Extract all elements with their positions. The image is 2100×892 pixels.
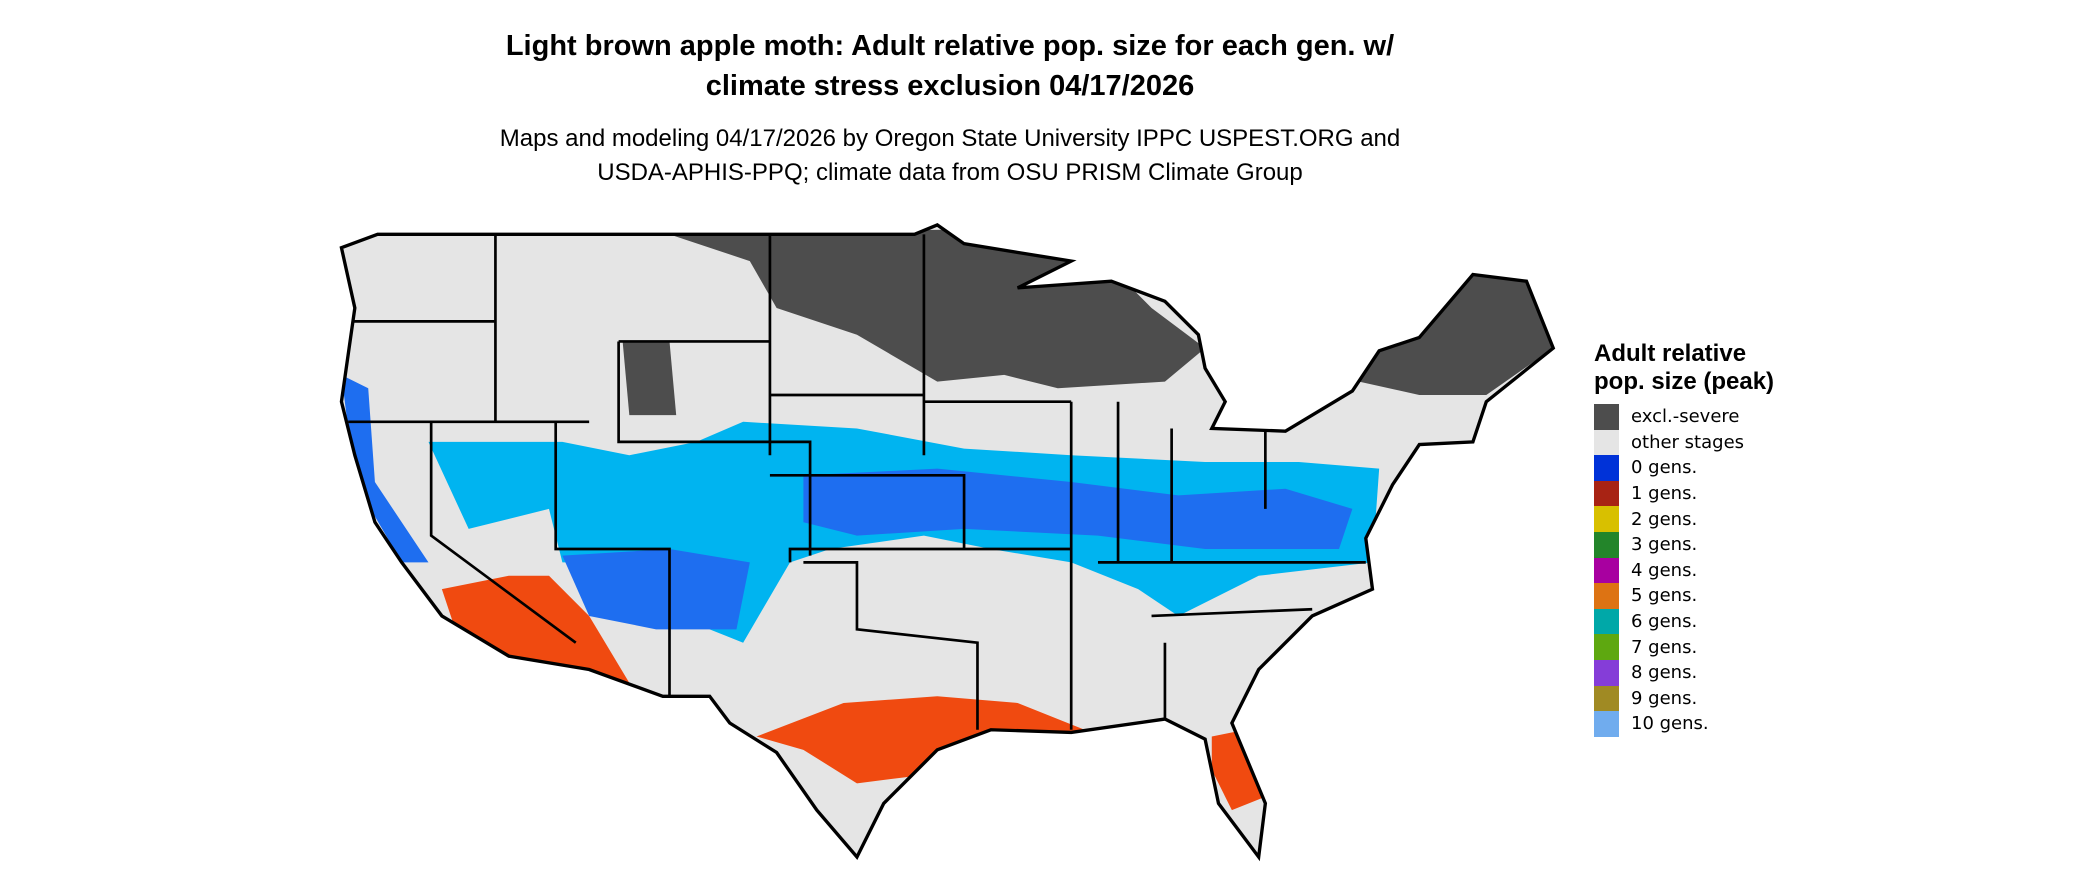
legend: Adult relative pop. size (peak) excl.-se… — [1594, 340, 1794, 737]
subtitle-line-1: Maps and modeling 04/17/2026 by Oregon S… — [499, 125, 1401, 152]
legend-label: 6 gens. — [1631, 611, 1698, 633]
legend-label: 7 gens. — [1631, 636, 1698, 658]
legend-item: 6 gens. — [1594, 608, 1794, 635]
legend-label: other stages — [1631, 431, 1745, 453]
map-title: Light brown apple moth: Adult relative p… — [300, 26, 1600, 106]
legend-label: 9 gens. — [1631, 687, 1698, 709]
legend-swatch — [1594, 634, 1619, 660]
legend-label: 1 gens. — [1631, 483, 1698, 505]
legend-title: Adult relative pop. size (peak) — [1594, 340, 1775, 395]
legend-item: 5 gens. — [1594, 583, 1794, 609]
legend-swatch — [1594, 404, 1619, 430]
legend-item: 3 gens. — [1594, 531, 1794, 558]
legend-label: 3 gens. — [1631, 534, 1698, 556]
excluded-region-wyoming — [622, 341, 677, 416]
title-line-1: Light brown apple moth: Adult relative p… — [505, 30, 1395, 62]
legend-label: excl.-severe — [1631, 406, 1740, 428]
legend-item: 1 gens. — [1594, 480, 1794, 507]
legend-swatch — [1594, 685, 1619, 712]
legend-item: 4 gens. — [1594, 557, 1794, 584]
subtitle-line-2: USDA-APHIS-PPQ; climate data from OSU PR… — [597, 159, 1303, 186]
legend-item: 9 gens. — [1594, 685, 1794, 712]
legend-swatch — [1594, 455, 1619, 481]
legend-label: 4 gens. — [1631, 559, 1698, 581]
excluded-region-northeast — [1352, 274, 1554, 396]
legend-swatch — [1594, 659, 1619, 686]
legend-swatch — [1594, 608, 1619, 635]
legend-item: 7 gens. — [1594, 634, 1794, 660]
legend-item: other stages — [1594, 429, 1794, 456]
legend-swatch — [1594, 506, 1619, 532]
one-gen-gulf-texas — [756, 696, 1085, 784]
legend-label: 2 gens. — [1631, 508, 1698, 530]
zero-gen-dark-band — [803, 468, 1353, 549]
legend-swatch — [1594, 583, 1619, 609]
legend-item: 8 gens. — [1594, 659, 1794, 686]
legend-swatch — [1594, 557, 1619, 584]
legend-item: 2 gens. — [1594, 506, 1794, 532]
state-borders — [341, 234, 1366, 730]
legend-swatch — [1594, 531, 1619, 558]
legend-label: 5 gens. — [1631, 585, 1698, 607]
legend-swatch — [1594, 480, 1619, 507]
legend-label: 10 gens. — [1631, 713, 1709, 735]
us-outline — [339, 223, 1556, 862]
legend-item: excl.-severe — [1594, 404, 1794, 430]
one-gen-southwest — [441, 575, 630, 683]
legend-label: 8 gens. — [1631, 662, 1698, 684]
one-gen-florida — [1211, 729, 1266, 811]
legend-label: 0 gens. — [1631, 457, 1698, 479]
legend-swatch — [1594, 711, 1619, 737]
legend-item: 0 gens. — [1594, 455, 1794, 481]
legend-item: 10 gens. — [1594, 711, 1794, 737]
map-subtitle: Maps and modeling 04/17/2026 by Oregon S… — [300, 122, 1600, 190]
legend-swatch — [1594, 429, 1619, 456]
zero-gen-southwest — [562, 548, 750, 630]
title-line-2: climate stress exclusion 04/17/2026 — [705, 70, 1195, 102]
